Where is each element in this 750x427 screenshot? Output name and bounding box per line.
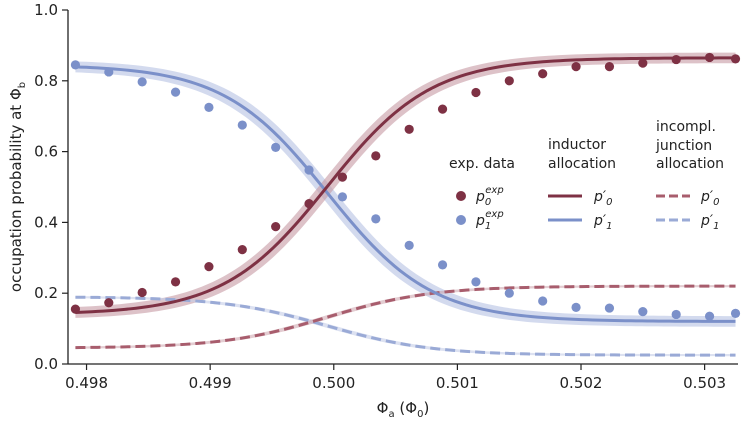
data-point-p0-exp xyxy=(437,104,448,114)
data-point-p1-exp xyxy=(504,288,514,298)
legend-header-allocation: allocation xyxy=(548,156,616,172)
data-point-p1-exp xyxy=(204,102,214,112)
data-point-p0-exp xyxy=(730,54,741,64)
legend-header-inductor: inductor xyxy=(548,137,606,153)
data-point-p1-exp xyxy=(304,165,314,175)
data-point-p1-exp xyxy=(70,60,81,70)
curve-p0-junction xyxy=(75,284,736,350)
data-point-p0-exp xyxy=(237,245,247,255)
x-axis-label: Φa (Φ0) xyxy=(377,399,430,420)
data-point-p0-exp xyxy=(137,287,147,298)
data-point-p1-exp xyxy=(538,296,548,306)
data-point-p1-exp xyxy=(337,192,348,202)
legend-label-p1-junction: p′1 xyxy=(700,213,719,232)
data-point-p0-exp xyxy=(371,151,381,161)
data-point-p0-exp xyxy=(671,54,681,65)
data-point-p1-exp xyxy=(237,120,247,130)
data-point-p1-exp xyxy=(404,240,414,251)
data-point-p0-exp xyxy=(571,62,581,72)
y-tick-label: 0.8 xyxy=(34,72,58,90)
y-tick-label: 0.4 xyxy=(34,213,58,231)
x-ticks: 0.498 0.499 0.500 0.501 0.502 0.503 xyxy=(65,364,726,392)
confidence-bands xyxy=(75,52,736,357)
curve-p1-inductor xyxy=(75,65,736,323)
data-point-p1-exp xyxy=(671,309,681,320)
data-points xyxy=(70,52,741,321)
data-point-p0-exp xyxy=(504,76,514,86)
x-tick-label: 0.498 xyxy=(65,374,108,392)
legend-header-exp-data: exp. data xyxy=(449,156,515,172)
curve-p0-inductor xyxy=(75,56,736,314)
data-point-p1-exp xyxy=(371,214,381,224)
data-point-p0-exp xyxy=(638,58,648,68)
legend-marker-p1-exp xyxy=(456,215,466,225)
data-point-p0-exp xyxy=(337,172,348,182)
legend-label-p1-inductor: p′1 xyxy=(593,213,612,232)
data-point-p0-exp xyxy=(404,124,414,134)
data-point-p0-exp xyxy=(538,69,548,79)
x-tick-label: 0.501 xyxy=(436,374,479,392)
data-point-p1-exp xyxy=(471,277,481,287)
data-point-p1-exp xyxy=(571,302,581,312)
model-curves xyxy=(75,56,736,357)
legend: exp. data inductor allocation incompl. j… xyxy=(449,119,724,232)
data-point-p1-exp xyxy=(170,87,181,97)
data-point-p1-exp xyxy=(730,308,741,318)
data-point-p0-exp xyxy=(704,52,715,63)
data-point-p0-exp xyxy=(271,222,281,232)
data-point-p1-exp xyxy=(271,142,281,152)
data-point-p0-exp xyxy=(70,304,81,314)
legend-label-p0-exp: p0exp xyxy=(475,185,504,208)
x-tick-label: 0.500 xyxy=(312,374,355,392)
legend-label-p0-inductor: p′0 xyxy=(593,189,612,208)
data-point-p0-exp xyxy=(304,199,314,209)
data-point-p1-exp xyxy=(638,307,648,317)
data-point-p1-exp xyxy=(137,77,147,87)
y-tick-label: 0.2 xyxy=(34,284,58,302)
y-ticks: 0.0 0.2 0.4 0.6 0.8 1.0 xyxy=(34,1,68,373)
legend-marker-p0-exp xyxy=(456,191,466,201)
data-point-p0-exp xyxy=(104,298,114,308)
data-point-p0-exp xyxy=(170,277,181,287)
data-point-p0-exp xyxy=(604,62,615,72)
data-point-p0-exp xyxy=(204,262,214,272)
legend-label-p0-junction: p′0 xyxy=(700,189,719,208)
x-tick-label: 0.502 xyxy=(560,374,603,392)
legend-label-p1-exp: p1exp xyxy=(475,209,504,232)
data-point-p1-exp xyxy=(437,260,448,270)
x-tick-label: 0.503 xyxy=(683,374,726,392)
legend-header-junction: junction xyxy=(655,138,712,154)
y-tick-label: 0.0 xyxy=(34,355,58,373)
data-point-p1-exp xyxy=(704,311,715,321)
x-tick-label: 0.499 xyxy=(189,374,232,392)
y-tick-label: 1.0 xyxy=(34,1,58,19)
data-point-p1-exp xyxy=(604,303,615,313)
legend-header-incompl: incompl. xyxy=(656,119,716,135)
data-point-p0-exp xyxy=(471,87,481,98)
y-axis-label: occupation probability at Φb xyxy=(7,82,28,292)
legend-header-allocation-2: allocation xyxy=(656,156,724,172)
y-tick-label: 0.6 xyxy=(34,143,58,161)
data-point-p1-exp xyxy=(104,67,114,77)
